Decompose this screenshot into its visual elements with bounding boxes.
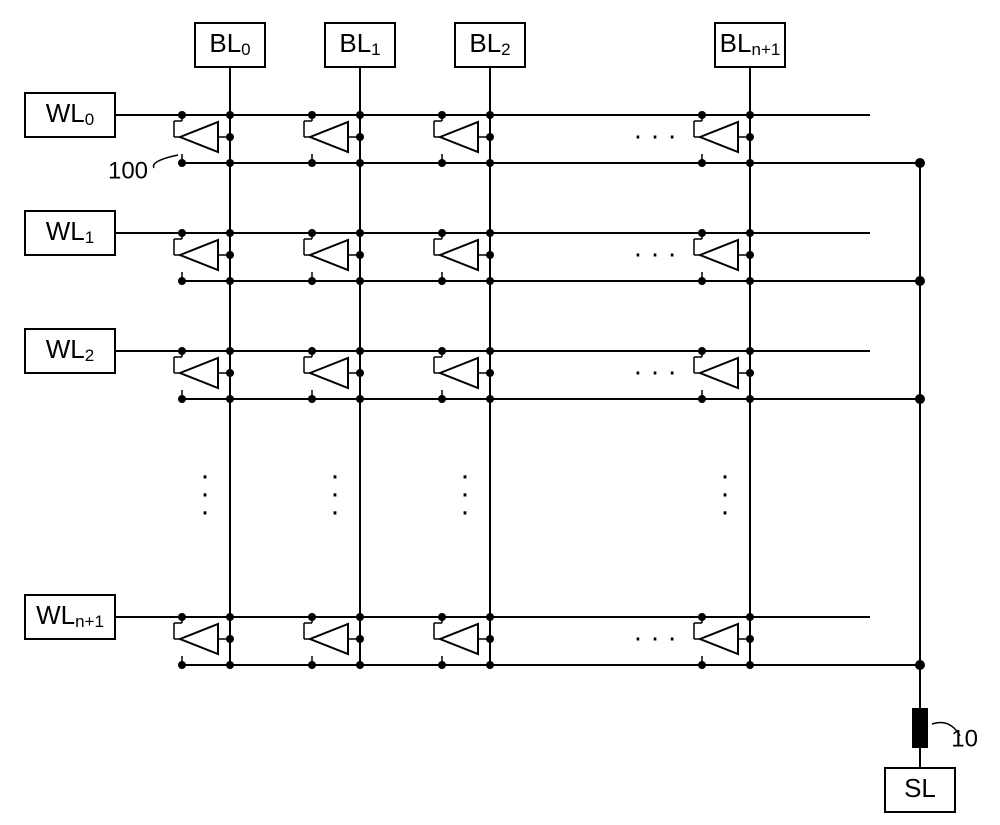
memory-cell [174,229,234,285]
memory-cell [304,229,364,285]
callout-10: 10 [951,725,978,752]
buffer-icon [440,240,478,270]
memory-cell [434,111,494,167]
memory-cell [694,613,754,669]
buffer-icon [180,240,218,270]
col-ellipsis: · · · [633,237,677,268]
memory-cell [304,111,364,167]
buffer-icon [180,624,218,654]
buffer-icon [440,358,478,388]
sl-element [912,708,928,748]
memory-cell [174,613,234,669]
buffer-icon [700,358,738,388]
row-ellipsis: · [460,495,470,528]
buffer-icon [310,122,348,152]
col-ellipsis: · · · [633,119,677,150]
buffer-icon [440,624,478,654]
memory-cell [694,111,754,167]
memory-cell [434,229,494,285]
callout-100: 100 [108,157,148,184]
memory-cell [304,347,364,403]
row-ellipsis: · [330,495,340,528]
buffer-icon [180,358,218,388]
memory-cell [434,613,494,669]
memory-cell [174,347,234,403]
buffer-icon [700,240,738,270]
row-ellipsis: · [200,495,210,528]
buffer-icon [700,624,738,654]
buffer-icon [310,624,348,654]
buffer-icon [180,122,218,152]
col-ellipsis: · · · [633,621,677,652]
memory-cell [694,347,754,403]
sl-label: SL [904,773,936,803]
buffer-icon [440,122,478,152]
callout-leader [154,155,179,168]
memory-cell [174,111,234,167]
buffer-icon [700,122,738,152]
col-ellipsis: · · · [633,355,677,386]
memory-cell [434,347,494,403]
row-ellipsis: · [720,495,730,528]
buffer-icon [310,240,348,270]
buffer-icon [310,358,348,388]
memory-cell [304,613,364,669]
memory-cell [694,229,754,285]
